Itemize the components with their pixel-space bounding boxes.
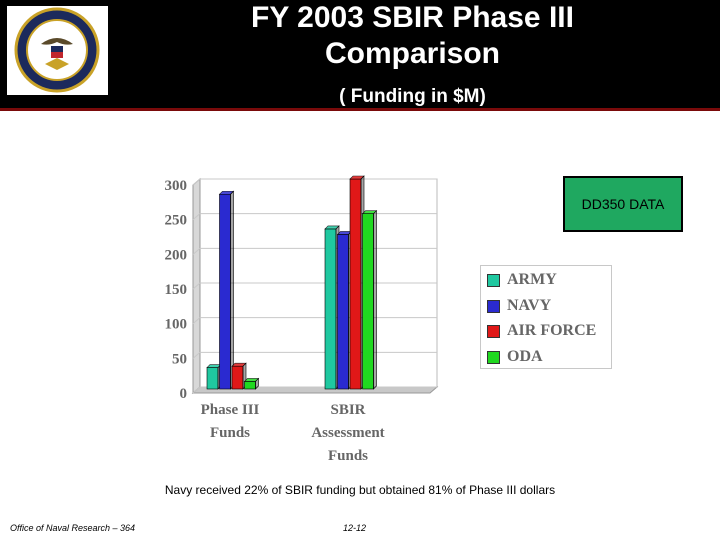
legend-item: ODA bbox=[487, 346, 612, 368]
bar bbox=[324, 228, 337, 390]
gridline-side bbox=[192, 317, 201, 325]
bar bbox=[337, 234, 349, 390]
x-category-label: Phase III bbox=[201, 402, 260, 418]
bar-side bbox=[373, 209, 377, 390]
bar bbox=[362, 213, 374, 390]
bar bbox=[349, 178, 362, 390]
gridline-side bbox=[192, 213, 201, 221]
footer-organization: Office of Naval Research – 364 bbox=[10, 523, 136, 533]
summary-note: Navy received 22% of SBIR funding but ob… bbox=[164, 483, 556, 497]
legend-swatch bbox=[487, 325, 500, 338]
legend-label: ARMY bbox=[507, 271, 557, 288]
y-tick-label: 150 bbox=[165, 282, 188, 298]
y-tick-label: 200 bbox=[165, 247, 188, 263]
bar bbox=[219, 193, 231, 390]
footer-page-number: 12-12 bbox=[343, 523, 367, 533]
legend-item: ARMY bbox=[487, 269, 612, 291]
x-category-label: SBIR bbox=[330, 402, 365, 418]
title-line-1: FY 2003 SBIR Phase III bbox=[251, 1, 574, 34]
title-line-2: Comparison bbox=[324, 37, 501, 70]
navy-seal-logo bbox=[7, 6, 108, 95]
y-tick-label: 300 bbox=[165, 178, 188, 194]
page-title: FY 2003 SBIR Phase III Comparison bbox=[150, 0, 675, 72]
x-category-label: Assessment bbox=[311, 425, 384, 441]
legend-item: NAVY bbox=[487, 295, 612, 317]
legend-label: AIR FORCE bbox=[507, 322, 597, 339]
bar bbox=[244, 381, 256, 390]
legend-swatch bbox=[487, 274, 500, 287]
header-divider bbox=[0, 108, 720, 111]
navy-seal-icon bbox=[14, 7, 100, 93]
gridline-side bbox=[192, 282, 201, 290]
legend-label: ODA bbox=[507, 347, 543, 365]
slide-header: FY 2003 SBIR Phase III Comparison ( Fund… bbox=[0, 0, 720, 111]
y-tick-label: 0 bbox=[180, 386, 188, 402]
gridline-side bbox=[192, 178, 201, 186]
legend-label: NAVY bbox=[507, 296, 552, 314]
y-tick-label: 50 bbox=[172, 351, 187, 367]
page-subtitle: ( Funding in $M) bbox=[339, 86, 486, 107]
gridline-side bbox=[192, 386, 201, 394]
y-tick-label: 250 bbox=[165, 213, 188, 229]
x-category-label: Funds bbox=[210, 425, 250, 441]
bar-side bbox=[255, 377, 259, 390]
dd350-data-badge: DD350 DATA bbox=[563, 176, 683, 232]
bar-side bbox=[230, 190, 234, 390]
legend-swatch bbox=[487, 299, 500, 313]
legend-item: AIR FORCE bbox=[487, 320, 612, 342]
gridline-side bbox=[192, 351, 201, 359]
x-category-label: Funds bbox=[328, 448, 368, 464]
bar bbox=[231, 365, 244, 390]
chart-legend: ARMY NAVY AIR FORCE ODA bbox=[480, 265, 612, 369]
gridline-side bbox=[192, 247, 201, 255]
y-tick-label: 100 bbox=[165, 317, 188, 333]
legend-swatch bbox=[487, 350, 500, 364]
bar bbox=[206, 367, 219, 390]
